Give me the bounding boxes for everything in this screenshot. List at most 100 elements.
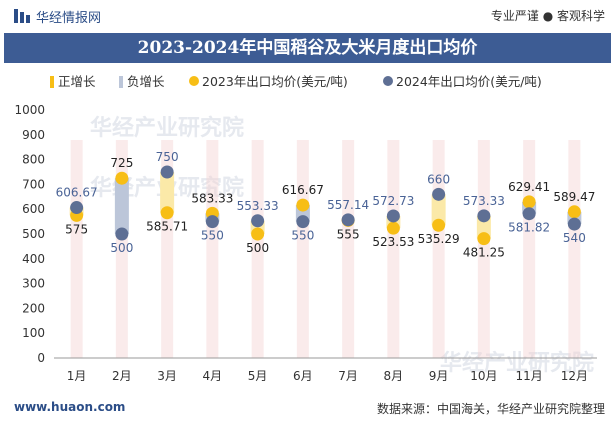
legend-negative-label: 负增长 <box>127 74 165 89</box>
plot-area: 0 100 200 300 400 500 600 700 800 900 1000 575 606.6… <box>14 103 597 383</box>
data-label-2023: 555 <box>337 227 360 241</box>
x-tick-label: 1月 <box>67 369 87 383</box>
legend-2023-marker <box>189 76 199 86</box>
x-tick-label: 9月 <box>429 369 449 383</box>
y-tick-label: 700 <box>22 177 45 191</box>
point-2023 <box>115 171 129 185</box>
legend-2023-label: 2023年出口均价(美元/吨) <box>202 74 348 89</box>
change-bar <box>160 172 175 213</box>
data-label-2023: 523.53 <box>372 235 414 249</box>
column-background <box>296 140 309 358</box>
brand-name: 华经情报网 <box>36 11 102 26</box>
point-2024 <box>296 215 310 229</box>
data-label-2024: 557.14 <box>327 198 369 212</box>
data-label-2023: 585.71 <box>146 220 188 234</box>
data-label-2023: 583.33 <box>191 191 233 205</box>
data-label-2024: 572.73 <box>372 194 414 208</box>
x-tick-label: 5月 <box>248 369 268 383</box>
column-background <box>477 140 490 358</box>
point-2023 <box>251 227 265 241</box>
x-tick-label: 2月 <box>112 369 132 383</box>
tagline: 专业严谨 ● 客观科学 <box>490 9 605 23</box>
point-2024 <box>432 187 446 201</box>
data-label-2023: 535.29 <box>418 232 460 246</box>
change-bar <box>476 215 491 239</box>
point-2024 <box>70 201 84 215</box>
data-label-2023: 481.25 <box>463 246 505 260</box>
watermark-text: 华经产业研究院 <box>440 350 594 376</box>
data-label-2023: 500 <box>246 241 269 255</box>
legend-positive-swatch <box>50 76 54 88</box>
data-label-2023: 616.67 <box>282 183 324 197</box>
logo-icon <box>14 9 30 23</box>
y-tick-label: 0 <box>37 351 45 365</box>
x-tick-label: 7月 <box>338 369 358 383</box>
x-tick-label: 3月 <box>157 369 177 383</box>
column-background <box>523 140 536 358</box>
legend: 正增长 负增长 2023年出口均价(美元/吨) 2024年出口均价(美元/吨) <box>50 74 542 89</box>
point-2024 <box>522 207 536 221</box>
legend-2024-label: 2024年出口均价(美元/吨) <box>396 74 542 89</box>
legend-positive-label: 正增长 <box>58 74 96 89</box>
point-2023 <box>296 198 310 212</box>
data-label-2024: 750 <box>156 150 179 164</box>
data-label-2023: 589.47 <box>553 190 595 204</box>
point-2023 <box>160 206 174 220</box>
data-label-2023: 575 <box>65 222 88 236</box>
point-2023 <box>386 221 400 235</box>
x-tick-label: 12月 <box>561 369 588 383</box>
y-tick-label: 1000 <box>14 103 45 117</box>
point-2024 <box>160 165 174 179</box>
y-tick-label: 900 <box>22 128 45 142</box>
data-label-2024: 540 <box>563 231 586 245</box>
column-background <box>70 140 83 358</box>
point-2024 <box>251 214 265 228</box>
legend-2024-marker <box>383 76 393 86</box>
legend-negative-swatch <box>119 76 123 88</box>
x-tick-label: 10月 <box>470 369 497 383</box>
column-background <box>251 140 264 358</box>
y-tick-label: 200 <box>22 301 45 315</box>
point-2024 <box>205 215 219 229</box>
point-2024 <box>477 209 491 223</box>
y-tick-label: 100 <box>22 326 45 340</box>
data-label-2024: 606.67 <box>56 186 98 200</box>
data-label-2024: 550 <box>291 229 314 243</box>
data-label-2024: 581.82 <box>508 221 550 235</box>
y-tick-label: 600 <box>22 202 45 216</box>
data-label-2023: 725 <box>110 156 133 170</box>
data-label-2024: 573.33 <box>463 194 505 208</box>
data-label-2024: 500 <box>110 241 133 255</box>
x-tick-label: 8月 <box>384 369 404 383</box>
point-2024 <box>341 213 355 227</box>
footer-website: www.huaon.com <box>14 400 126 414</box>
column-background <box>342 140 355 358</box>
data-label-2024: 553.33 <box>237 199 279 213</box>
point-2023 <box>522 195 536 209</box>
data-label-2024: 660 <box>427 172 450 186</box>
change-bar <box>431 194 446 226</box>
point-2023 <box>477 232 491 246</box>
point-2024 <box>115 227 129 241</box>
point-2024 <box>567 217 581 231</box>
data-label-2023: 629.41 <box>508 180 550 194</box>
x-tick-label: 11月 <box>515 369 542 383</box>
chart-title: 2023-2024年中国稻谷及大米月度出口均价 <box>4 33 611 63</box>
top-bar: 华经情报网 专业严谨 ● 客观科学 <box>0 0 615 32</box>
x-tick-label: 6月 <box>293 369 313 383</box>
column-background <box>387 140 400 358</box>
y-tick-label: 400 <box>22 252 45 266</box>
y-tick-label: 800 <box>22 153 45 167</box>
point-2023 <box>432 218 446 232</box>
column-background <box>568 140 581 358</box>
x-tick-label: 4月 <box>203 369 223 383</box>
column-background <box>206 140 219 358</box>
watermark-text: 华经产业研究院 <box>90 115 244 141</box>
footer-source: 数据来源：中国海关，华经产业研究院整理 <box>376 402 605 416</box>
point-2023 <box>567 205 581 219</box>
data-label-2024: 550 <box>201 229 224 243</box>
y-tick-label: 300 <box>22 277 45 291</box>
y-tick-label: 500 <box>22 227 45 241</box>
point-2024 <box>386 209 400 223</box>
